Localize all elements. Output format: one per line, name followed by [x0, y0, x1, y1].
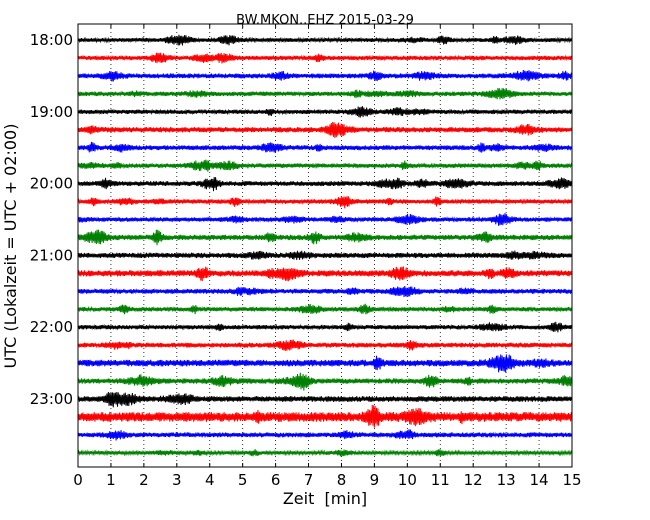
x-tick-label: 15 [562, 471, 581, 489]
x-tick-label: 4 [205, 471, 215, 489]
x-tick-label: 9 [370, 471, 380, 489]
trace-line [77, 52, 573, 64]
x-tick-label: 13 [497, 471, 516, 489]
y-axis-ticks: 18:00 19:00 20:00 21:00 22:00 23:00 [30, 31, 572, 408]
trace-line [77, 286, 573, 298]
x-axis-ticks: 0 1 2 3 4 5 6 7 8 9 10 11 12 13 14 15 [73, 24, 582, 489]
trace-line [77, 69, 573, 82]
chart-title: BW.MKON..EHZ 2015-03-29 [236, 13, 414, 28]
trace-line [77, 449, 573, 457]
seismic-traces [77, 34, 573, 457]
trace-line [77, 196, 573, 209]
x-tick-label: 1 [106, 471, 116, 489]
trace-line [77, 303, 573, 315]
trace-line [77, 141, 573, 153]
trace-line [77, 250, 573, 261]
x-tick-label: 6 [271, 471, 281, 489]
x-tick-label: 2 [139, 471, 149, 489]
trace-line [77, 87, 573, 100]
trace-line [77, 177, 573, 192]
trace-line [77, 372, 573, 391]
x-tick-label: 11 [431, 471, 450, 489]
trace-line [77, 321, 573, 333]
x-tick-label: 5 [238, 471, 248, 489]
y-axis-label: UTC (Lokalzeit = UTC + 02:00) [1, 124, 20, 369]
trace-line [77, 266, 573, 282]
trace-line [77, 404, 573, 428]
x-tick-label: 0 [73, 471, 83, 489]
x-tick-label: 7 [304, 471, 314, 489]
trace-line [77, 213, 573, 226]
trace-line [77, 429, 573, 441]
plot-area-frame [77, 23, 573, 468]
trace-line [77, 391, 573, 408]
x-tick-label: 8 [337, 471, 347, 489]
trace-line [77, 354, 573, 373]
trace-line [77, 229, 573, 246]
y-tick-label: 21:00 [30, 246, 73, 264]
trace-line [77, 339, 573, 351]
trace-line [77, 34, 573, 46]
x-axis-label: Zeit [min] [283, 489, 367, 508]
trace-line [77, 121, 573, 138]
y-tick-label: 19:00 [30, 103, 73, 121]
x-tick-label: 14 [530, 471, 549, 489]
trace-line [77, 159, 573, 172]
x-tick-label: 10 [398, 471, 417, 489]
y-tick-label: 23:00 [30, 390, 73, 408]
y-tick-label: 22:00 [30, 318, 73, 336]
x-tick-label: 12 [464, 471, 483, 489]
trace-line [77, 106, 573, 118]
y-tick-label: 18:00 [30, 31, 73, 49]
x-tick-label: 3 [172, 471, 182, 489]
y-tick-label: 20:00 [30, 175, 73, 193]
